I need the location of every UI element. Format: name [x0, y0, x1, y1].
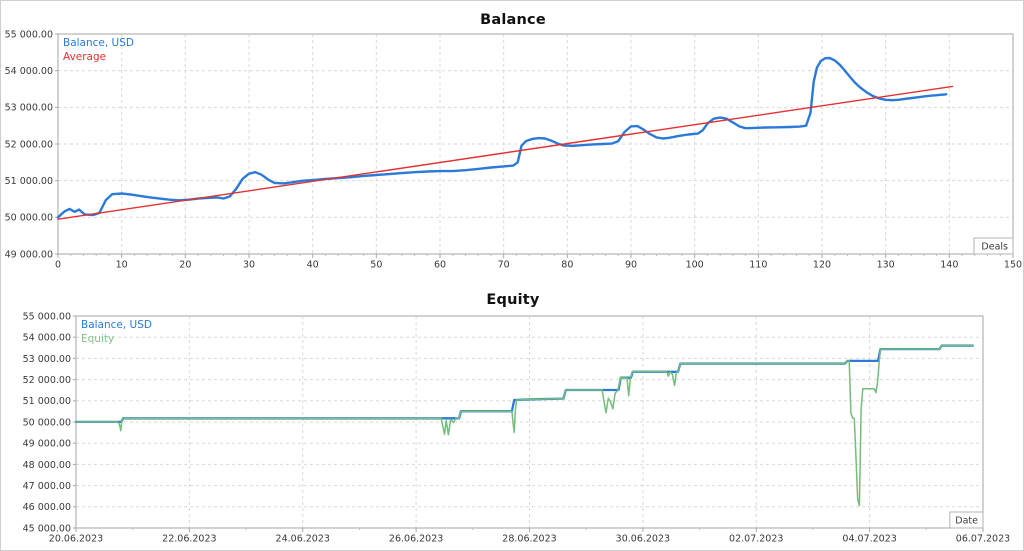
series-balance-usd [56, 56, 948, 219]
legend-item-balance-usd: Balance, USD [63, 37, 134, 49]
y-tick-label: 54 000.00 [23, 333, 71, 344]
y-tick-label: 54 000.00 [5, 66, 53, 77]
x-tick-label: 40 [307, 260, 319, 271]
x-tick-label: 20 [179, 260, 191, 271]
y-tick-label: 45 000.00 [23, 523, 71, 534]
y-tick-label: 47 000.00 [23, 481, 71, 492]
equity-chart: Equity 55 000.00 54 000.00 53 000.00 52 000… [1, 279, 1023, 550]
y-tick-label: 49 000.00 [5, 249, 53, 260]
y-tick-label: 50 000.00 [23, 417, 71, 428]
balance-chart: Balance 55 000.00 54 000.00 53 000.00 52 00… [1, 1, 1023, 279]
x-tick-label: 30 [243, 260, 255, 271]
x-tick-label: 22.06.2023 [162, 534, 216, 545]
x-tick-label: 02.07.2023 [729, 534, 783, 545]
x-tick-label: 100 [686, 260, 704, 271]
series-balance-usd [74, 344, 974, 424]
x-tick-label: 150 [1004, 260, 1022, 271]
x-tick-label: 10 [116, 260, 128, 271]
series-equity [75, 344, 974, 507]
y-tick-label: 52 000.00 [5, 139, 53, 150]
x-tick-label: 30.06.2023 [616, 534, 670, 545]
y-tick-label: 50 000.00 [5, 213, 53, 224]
x-tick-label: 24.06.2023 [276, 534, 330, 545]
legend-item-balance-usd: Balance, USD [81, 319, 152, 331]
series-average [57, 85, 954, 220]
x-tick-label: 50 [370, 260, 382, 271]
balance-chart-title: Balance [480, 12, 546, 28]
x-tick-label: 0 [55, 260, 61, 271]
balance-plot-area: 55 000.00 54 000.00 53 000.00 52 000.00 51 0… [5, 29, 1022, 271]
balance-legend: Balance, USD Average [63, 37, 134, 64]
x-tick-label: 140 [940, 260, 958, 271]
x-tick-label: 80 [561, 260, 573, 271]
y-tick-label: 51 000.00 [23, 396, 71, 407]
legend-item-average: Average [63, 50, 107, 63]
x-tick-label: 130 [877, 260, 895, 271]
equity-chart-title: Equity [486, 292, 540, 308]
legend-item-equity: Equity [81, 332, 115, 345]
y-tick-label: 55 000.00 [5, 29, 53, 40]
y-tick-label: 48 000.00 [23, 460, 71, 471]
y-tick-label: 49 000.00 [23, 439, 71, 450]
x-tick-label: 120 [813, 260, 831, 271]
x-axis-unit-label: Date [955, 516, 978, 527]
x-tick-label: 28.06.2023 [502, 534, 556, 545]
x-tick-label: 04.07.2023 [842, 534, 896, 545]
y-tick-label: 53 000.00 [23, 354, 71, 365]
x-tick-label: 20.06.2023 [49, 534, 103, 545]
equity-legend: Balance, USD Equity [81, 319, 152, 346]
x-tick-label: 90 [625, 260, 637, 271]
y-tick-label: 51 000.00 [5, 176, 53, 187]
equity-plot-area: 55 000.00 54 000.00 53 000.00 52 000.00 51 0… [23, 311, 1011, 545]
y-tick-label: 52 000.00 [23, 375, 71, 386]
y-tick-label: 53 000.00 [5, 103, 53, 114]
x-tick-label: 110 [749, 260, 767, 271]
x-tick-label: 60 [434, 260, 446, 271]
y-tick-label: 55 000.00 [23, 311, 71, 322]
y-tick-label: 46 000.00 [23, 502, 71, 513]
x-tick-label: 06.07.2023 [956, 534, 1010, 545]
x-tick-label: 70 [498, 260, 510, 271]
x-axis-unit-label: Deals [981, 242, 1008, 253]
x-tick-label: 26.06.2023 [389, 534, 443, 545]
